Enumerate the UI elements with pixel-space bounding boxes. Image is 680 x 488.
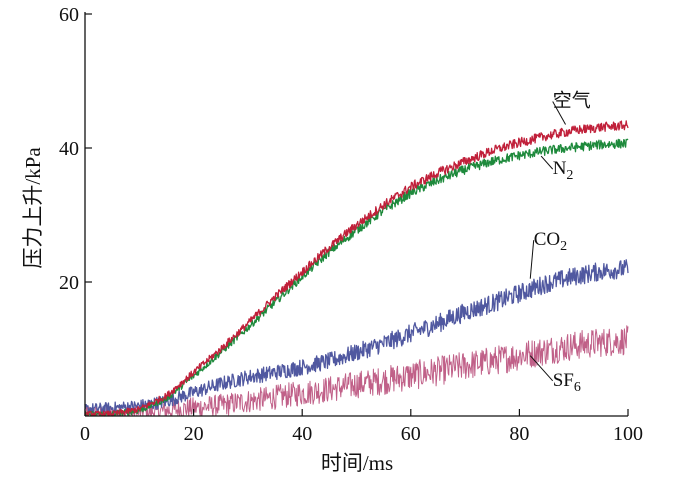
y-tick-label: 20 xyxy=(59,272,79,294)
series-line-co2 xyxy=(84,259,629,415)
x-tick-label: 20 xyxy=(184,423,204,445)
y-tick-label: 60 xyxy=(59,4,79,26)
series-leader-line xyxy=(529,355,554,382)
series-label: SF6 xyxy=(553,370,581,395)
x-tick-label: 100 xyxy=(613,423,643,445)
series-label: CO2 xyxy=(534,229,567,254)
x-axis-title: 时间/ms xyxy=(321,451,393,475)
series-layer xyxy=(84,120,629,417)
series-leader-line xyxy=(552,101,566,125)
ticks-layer: 0 20 40 60 80 100 20 40 60 xyxy=(59,4,643,445)
series-label: 空气 xyxy=(553,89,591,111)
series-label: N2 xyxy=(553,158,574,183)
axes-layer xyxy=(84,12,628,417)
labels-layer: 空气 N2 CO2 SF6 xyxy=(529,89,591,395)
x-tick-label: 60 xyxy=(401,423,421,445)
series-leader-line xyxy=(540,155,554,170)
series-line-air xyxy=(84,120,629,417)
x-tick-label: 0 xyxy=(80,423,90,445)
x-tick-label: 40 xyxy=(292,423,312,445)
x-tick-label: 80 xyxy=(509,423,529,445)
y-tick-label: 40 xyxy=(59,138,79,160)
series-leader-line xyxy=(529,240,535,279)
y-axis-title: 压力上升/kPa xyxy=(21,147,45,269)
